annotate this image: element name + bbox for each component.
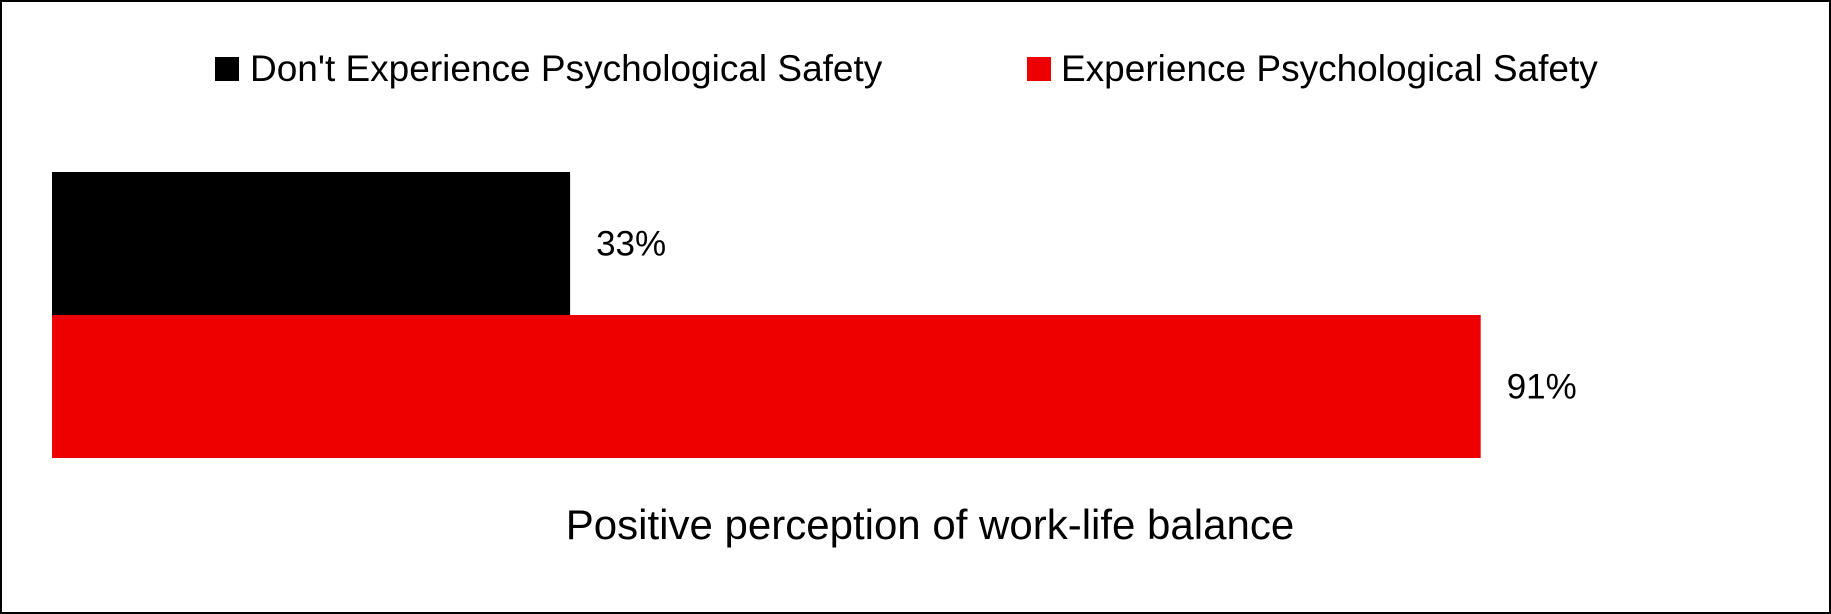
- bar-experience: [52, 315, 1481, 458]
- legend: Don't Experience Psychological Safety Ex…: [215, 48, 1598, 89]
- data-label-dont-experience: 33%: [596, 225, 666, 264]
- legend-swatch-experience: [1027, 57, 1051, 81]
- legend-label-experience: Experience Psychological Safety: [1061, 48, 1598, 89]
- bar-dont-experience: [52, 172, 571, 315]
- category-label: Positive perception of work-life balance: [566, 501, 1294, 548]
- legend-swatch-dont-experience: [215, 57, 239, 81]
- legend-label-dont-experience: Don't Experience Psychological Safety: [250, 48, 883, 89]
- plot-area: 33% 91%: [52, 172, 1577, 458]
- data-label-experience: 91%: [1507, 368, 1577, 407]
